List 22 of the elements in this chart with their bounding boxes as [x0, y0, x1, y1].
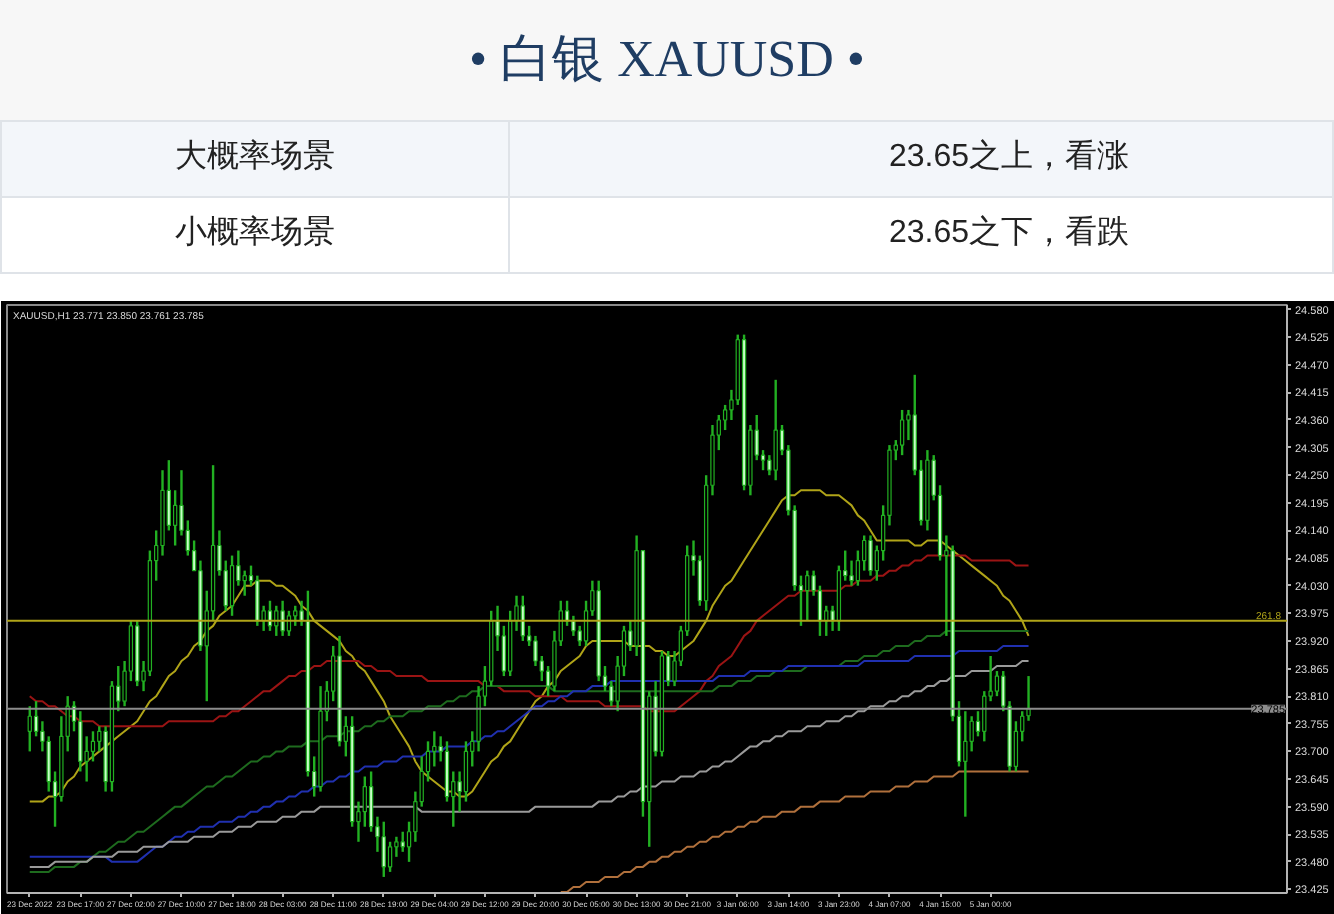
candlestick [596, 579, 601, 683]
text: 23.65之下，看跌 [509, 197, 1333, 273]
candlestick [476, 684, 481, 753]
candlestick [318, 684, 323, 793]
candlestick [337, 634, 342, 748]
candlestick [533, 634, 538, 668]
candlestick [160, 469, 165, 557]
candlestick [849, 559, 854, 587]
text: 23.65之上，看涨 [509, 121, 1333, 197]
text: 大概率场景 [1, 121, 509, 197]
candlestick [773, 378, 778, 482]
candlestick [868, 534, 873, 577]
candlestick [925, 448, 930, 532]
candlestick [963, 710, 968, 818]
line-series [559, 770, 1030, 893]
candlestick [571, 614, 576, 638]
candlestick [242, 569, 247, 597]
chart-title: • 白银 XAUUSD • [0, 0, 1334, 120]
candlestick [432, 730, 437, 768]
text: 小概率场景 [1, 197, 509, 273]
candlestick [280, 599, 285, 638]
candlestick [255, 574, 260, 628]
